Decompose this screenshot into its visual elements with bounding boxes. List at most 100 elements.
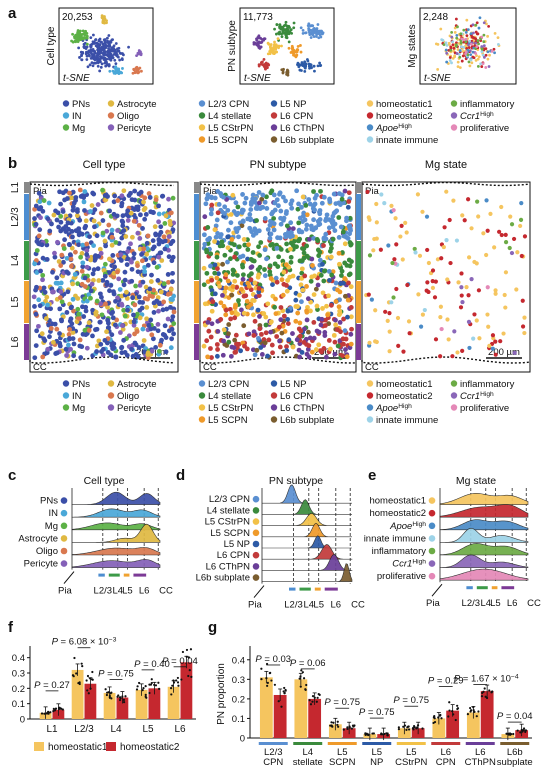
tsne-point <box>108 69 112 73</box>
legend-swatch <box>366 136 374 143</box>
cell-dot <box>70 281 76 287</box>
cell-dot <box>297 333 303 339</box>
cell-dot <box>304 284 309 289</box>
cell-dot <box>450 354 455 359</box>
cell-dot <box>407 331 412 336</box>
cell-dot <box>401 349 406 354</box>
replicate-point <box>432 721 435 725</box>
cell-dot <box>271 192 277 198</box>
tsne-point <box>468 49 472 53</box>
tsne-point <box>97 45 101 49</box>
ridge-row-label: Oligo <box>36 546 58 557</box>
cell-dot <box>145 262 151 268</box>
panel-e-ridge-mg-state: Mg statehomeostatic1homeostatic2ApoeHigh… <box>364 475 541 609</box>
cell-dot <box>153 232 159 238</box>
tsne-point <box>453 30 457 34</box>
cell-dot <box>292 238 298 244</box>
cell-dot <box>254 347 260 353</box>
replicate-point <box>316 696 319 699</box>
y-tick-label: 0.4 <box>232 655 245 666</box>
cell-dot <box>113 240 119 245</box>
tsne-point <box>455 36 459 40</box>
cell-dot <box>426 289 431 295</box>
cell-dot <box>464 285 469 290</box>
cell-dot <box>76 242 82 248</box>
tsne-point <box>316 64 320 68</box>
legend-label: Mg <box>72 123 85 134</box>
tsne-point <box>116 55 120 59</box>
tsne-point <box>260 37 264 41</box>
cell-dot <box>487 343 492 348</box>
tsne-point <box>466 28 470 32</box>
cell-dot <box>233 332 239 338</box>
cell-dot <box>391 208 396 213</box>
tsne-point <box>476 32 480 36</box>
ridge-density <box>262 522 352 538</box>
tsne-point <box>83 31 87 35</box>
replicate-point <box>448 709 451 712</box>
x-tick-label: L6 <box>440 747 451 758</box>
cell-dot <box>203 201 209 207</box>
cell-dot <box>317 209 322 215</box>
cell-dot <box>170 238 176 244</box>
cell-dot <box>135 204 141 210</box>
cell-dot <box>258 345 264 350</box>
replicate-point <box>187 674 190 678</box>
tsne-point <box>114 51 118 55</box>
replicate-point <box>516 729 519 732</box>
cell-dot <box>68 256 74 262</box>
replicate-point <box>148 683 151 686</box>
cell-dot <box>171 331 176 337</box>
replicate-point <box>47 711 50 715</box>
cell-dot <box>509 222 515 227</box>
p-value-annotation: P = 0.27 <box>34 680 70 691</box>
cell-dot <box>328 254 334 260</box>
cell-dot <box>201 232 207 238</box>
cell-dot <box>346 272 352 278</box>
tsne-point <box>458 66 462 70</box>
cell-dot <box>296 220 302 226</box>
cell-dot <box>166 254 172 260</box>
cell-dot <box>330 236 336 242</box>
cell-dot <box>36 206 42 212</box>
tsne-point <box>85 45 89 49</box>
cell-dot <box>267 235 273 241</box>
cell-dot <box>342 188 348 194</box>
replicate-point <box>110 691 113 694</box>
cell-dot <box>239 223 245 229</box>
tsne-point <box>455 52 459 55</box>
legend-label: L5 CStrPN <box>208 403 254 414</box>
cell-dot <box>280 258 286 264</box>
cell-dot <box>82 327 88 333</box>
cell-dot <box>212 239 217 244</box>
section-cells <box>31 187 177 361</box>
replicate-point <box>452 713 455 716</box>
cell-dot <box>129 266 135 272</box>
cell-dot <box>132 331 137 337</box>
tsne-point <box>270 48 274 52</box>
cell-dot <box>67 252 73 258</box>
replicate-point <box>142 687 145 690</box>
tsne-point <box>273 27 276 31</box>
cell-dot <box>324 303 329 309</box>
replicate-point <box>266 684 269 687</box>
cell-dot <box>284 344 289 350</box>
cell-dot <box>220 293 225 298</box>
replicate-point <box>477 710 480 713</box>
cell-dot <box>136 345 142 350</box>
cell-dot <box>344 215 349 221</box>
cell-dot <box>277 190 283 196</box>
legend-swatch <box>198 392 206 399</box>
ridge-tick-label: L5 <box>490 598 501 609</box>
cell-dot <box>455 350 460 355</box>
tsne-point <box>139 50 142 54</box>
tsne-point <box>296 63 299 67</box>
legend-label: homeostatic2 <box>120 742 180 753</box>
cell-dot <box>45 216 51 222</box>
cell-dot <box>142 264 147 270</box>
section-title: Mg state <box>425 159 467 171</box>
tsne-point <box>474 37 478 41</box>
cell-dot <box>82 284 88 289</box>
replicate-point <box>116 695 119 698</box>
